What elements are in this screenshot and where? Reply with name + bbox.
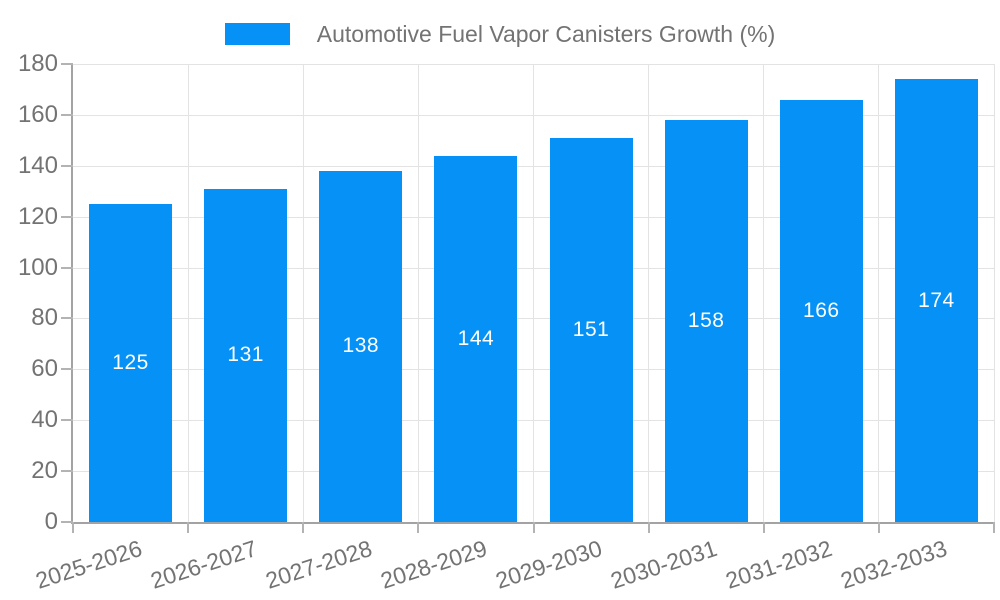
bar[interactable]: 131 [204,188,288,522]
bar-value-label: 131 [227,343,264,367]
y-tick-label: 180 [17,50,58,77]
y-axis-tick [61,113,73,116]
x-tick-label: 2030-2031 [607,535,721,594]
y-axis-tick [61,266,73,269]
x-tick-label: 2027-2028 [262,535,375,594]
y-tick-label: 0 [44,508,58,535]
gridline-vertical [417,64,419,522]
bar[interactable]: 144 [434,155,518,522]
gridline-vertical [187,64,189,522]
bar[interactable]: 166 [779,99,863,522]
y-tick-label: 120 [17,202,58,230]
y-tick-label: 100 [17,253,58,281]
bar-value-label: 158 [687,308,725,332]
y-tick-label: 160 [17,100,58,128]
plot-area: 0 20 40 60 80 100 120 140 160 180 125 2025-2026 131 2… [18,50,995,594]
x-tick-label: 2025-2026 [31,535,145,594]
bar[interactable]: 174 [894,79,978,522]
y-axis-tick [61,215,73,218]
y-axis-tick [61,63,73,65]
x-axis-tick [762,522,765,533]
y-axis-tick [61,368,73,371]
y-axis-tick [61,317,73,320]
x-axis-tick [993,522,995,533]
x-tick-label: 2032-2033 [837,535,951,594]
bar-value-label: 174 [918,288,955,312]
x-tick-label: 2031-2032 [722,535,836,594]
x-tick-label: 2028-2029 [377,535,490,594]
y-axis-tick [61,419,73,422]
bar-value-label: 144 [457,326,495,350]
y-tick-label: 40 [31,406,58,434]
x-axis-tick [72,522,74,533]
y-tick-label: 20 [31,457,58,485]
x-tick-label: 2029-2030 [492,535,606,594]
gridline-vertical [533,64,534,522]
x-axis-tick [647,522,650,533]
y-axis-tick [61,521,73,523]
gridline-vertical [878,64,880,522]
legend-label: Automotive Fuel Vapor Canisters Growth (… [316,21,776,47]
gridline-vertical [648,64,650,522]
y-tick-label: 140 [17,151,58,179]
legend-swatch [224,23,290,45]
bar-value-label: 166 [803,298,840,322]
bar[interactable]: 138 [319,170,403,522]
legend[interactable]: Automotive Fuel Vapor Canisters Growth (… [0,20,1000,48]
gridline-vertical [993,64,995,522]
y-tick-label: 60 [31,355,58,383]
y-axis-line [71,64,73,522]
y-axis-tick [61,470,73,473]
bar-value-label: 151 [572,317,610,341]
bar-value-label: 138 [342,334,380,358]
gridline-vertical [763,64,765,522]
x-tick-label: 2026-2027 [147,535,260,594]
x-axis-tick [877,522,880,533]
y-axis-tick [61,164,73,167]
bar[interactable]: 151 [549,137,633,522]
x-axis-tick [302,522,305,533]
x-axis-tick [187,522,190,533]
bar-value-label: 125 [112,350,149,374]
x-axis-tick [532,522,535,533]
bar[interactable]: 125 [89,203,173,522]
bar[interactable]: 158 [664,119,748,522]
x-axis-tick [417,522,420,533]
y-tick-label: 80 [31,304,58,332]
gridline-vertical [302,64,304,522]
